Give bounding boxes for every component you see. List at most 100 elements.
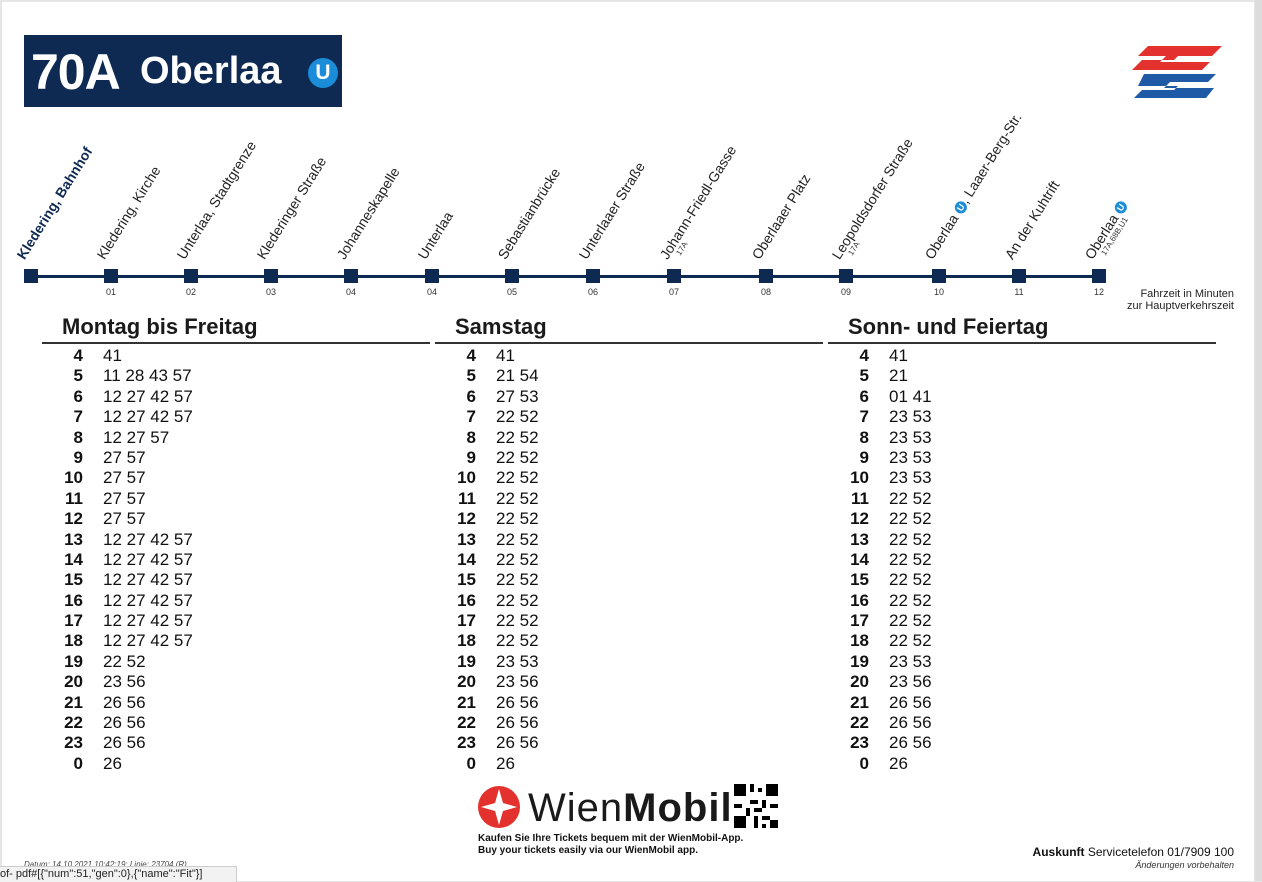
hour-cell: 14 (64, 549, 83, 569)
timetable-row: 4 41 (42, 346, 430, 366)
hour-cell: 10 (64, 468, 83, 488)
hour-cell: 11 (65, 488, 83, 508)
minutes-cell: 41 (496, 346, 515, 365)
stop-travel-time: 05 (506, 287, 517, 297)
timetable-row: 11 22 52 (435, 489, 823, 509)
hour-cell: 4 (466, 346, 476, 365)
timetable-row: 5 21 (828, 366, 1216, 386)
timetable-row: 23 26 56 (828, 733, 1216, 753)
hour-cell: 21 (64, 692, 83, 712)
timetable-row: 0 26 (42, 754, 430, 774)
stop-name-text: Leopoldsdorfer Straße (828, 135, 916, 262)
timetable-row: 22 26 56 (42, 713, 430, 733)
timetable-row: 13 22 52 (435, 530, 823, 550)
stop-name: Unterlaa (414, 209, 456, 262)
hour-cell: 0 (466, 753, 476, 773)
minutes-cell: 26 56 (103, 713, 146, 733)
stop-name-text: Unterlaa, Stadtgrenze (173, 138, 260, 262)
hour-cell: 18 (64, 631, 83, 651)
hour-cell: 20 (457, 672, 476, 692)
wienmobil-wordmark: WienMobil (528, 786, 733, 831)
minutes-cell: 12 27 42 57 (103, 631, 193, 651)
minutes-cell: 26 (103, 753, 122, 773)
travel-time-note-line2: zur Hauptverkehrszeit (1127, 300, 1234, 312)
timetable-row: 8 12 27 57 (42, 428, 430, 448)
hour-cell: 7 (859, 407, 869, 427)
hour-cell: 7 (73, 407, 83, 427)
hour-cell: 5 (859, 366, 869, 386)
minutes-cell: 11 28 43 57 (103, 366, 192, 386)
timetable-row: 14 22 52 (828, 550, 1216, 570)
timetable-row: 15 12 27 42 57 (42, 570, 430, 590)
timetable-row: 7 22 52 (435, 407, 823, 427)
day-type-heading: Sonn- und Feiertag (848, 314, 1049, 339)
hour-cell: 4 (73, 346, 83, 365)
hour-cell: 14 (457, 549, 476, 569)
minutes-cell: 22 52 (496, 447, 539, 467)
hour-cell: 23 (850, 733, 869, 753)
minutes-cell: 27 57 (103, 468, 146, 488)
heading-rule (42, 342, 430, 344)
timetable-row: 12 22 52 (435, 509, 823, 529)
timetable-row: 18 22 52 (435, 631, 823, 651)
minutes-cell: 21 (889, 366, 908, 386)
minutes-cell: 26 56 (103, 733, 146, 753)
minutes-cell: 22 52 (496, 549, 539, 569)
minutes-cell: 22 52 (496, 611, 539, 631)
minutes-cell: 22 52 (889, 570, 932, 590)
minutes-cell: 27 53 (496, 386, 539, 406)
stop-name: Johanneskapelle (333, 164, 402, 262)
timetable-row: 21 26 56 (828, 693, 1216, 713)
timetable-row: 4 41 (828, 346, 1216, 366)
stop-name-text: Unterlaa (414, 208, 457, 262)
timetable-row: 13 12 27 42 57 (42, 530, 430, 550)
timetable-row: 23 26 56 (42, 733, 430, 753)
minutes-cell: 23 53 (496, 651, 539, 671)
wienmobil-caption: Kaufen Sie Ihre Tickets bequem mit der W… (478, 833, 743, 857)
minutes-cell: 12 27 42 57 (103, 570, 193, 590)
travel-time-note-line1: Fahrzeit in Minuten (1140, 288, 1234, 300)
stop-name: An der Kuhtrift (1001, 178, 1062, 262)
stop-name: Klederinger Straße (253, 154, 329, 262)
timetable-row: 9 23 53 (828, 448, 1216, 468)
stop-travel-time: 03 (265, 287, 276, 297)
hour-cell: 6 (466, 386, 476, 406)
hour-cell: 4 (859, 346, 869, 365)
hour-cell: 23 (457, 733, 476, 753)
hour-cell: 15 (457, 570, 476, 590)
stop-name: Leopoldsdorfer Straße (828, 135, 915, 262)
stop-marker (839, 269, 853, 283)
stop-marker (344, 269, 358, 283)
hour-cell: 5 (466, 366, 476, 386)
hour-cell: 18 (457, 631, 476, 651)
timetable-row: 0 26 (435, 754, 823, 774)
hour-cell: 9 (73, 447, 83, 467)
qr-code-icon (734, 784, 778, 828)
hour-cell: 7 (466, 407, 476, 427)
minutes-cell: 22 52 (889, 611, 932, 631)
stop-name-text: Kledering, Bahnhof (13, 144, 96, 262)
minutes-cell: 22 52 (889, 529, 932, 549)
minutes-cell: 22 52 (889, 631, 932, 651)
stop-name-text: An der Kuhtrift (1001, 177, 1063, 262)
stop-travel-time: 08 (760, 287, 771, 297)
u-bahn-icon: U (308, 58, 338, 88)
service-info: Auskunft Servicetelefon 01/7909 100 (1033, 845, 1234, 859)
hour-cell: 11 (851, 488, 869, 508)
timetable-row: 13 22 52 (828, 530, 1216, 550)
hour-cell: 9 (859, 447, 869, 467)
travel-time-note: Fahrzeit in Minuten zur Hauptverkehrszei… (1127, 288, 1234, 312)
hour-cell: 10 (457, 468, 476, 488)
stop-name: Kledering, Kirche (93, 163, 163, 262)
hour-cell: 17 (64, 611, 83, 631)
timetable-row: 5 21 54 (435, 366, 823, 386)
timetable-row: 14 12 27 42 57 (42, 550, 430, 570)
stop-marker (505, 269, 519, 283)
line-destination: Oberlaa (140, 50, 282, 92)
minutes-cell: 22 52 (889, 590, 932, 610)
timetable-row: 18 12 27 42 57 (42, 631, 430, 651)
hour-cell: 5 (73, 366, 83, 386)
stop-marker (759, 269, 773, 283)
stop-marker (425, 269, 439, 283)
stop-name: Johann-Friedl-Gasse (656, 143, 739, 262)
